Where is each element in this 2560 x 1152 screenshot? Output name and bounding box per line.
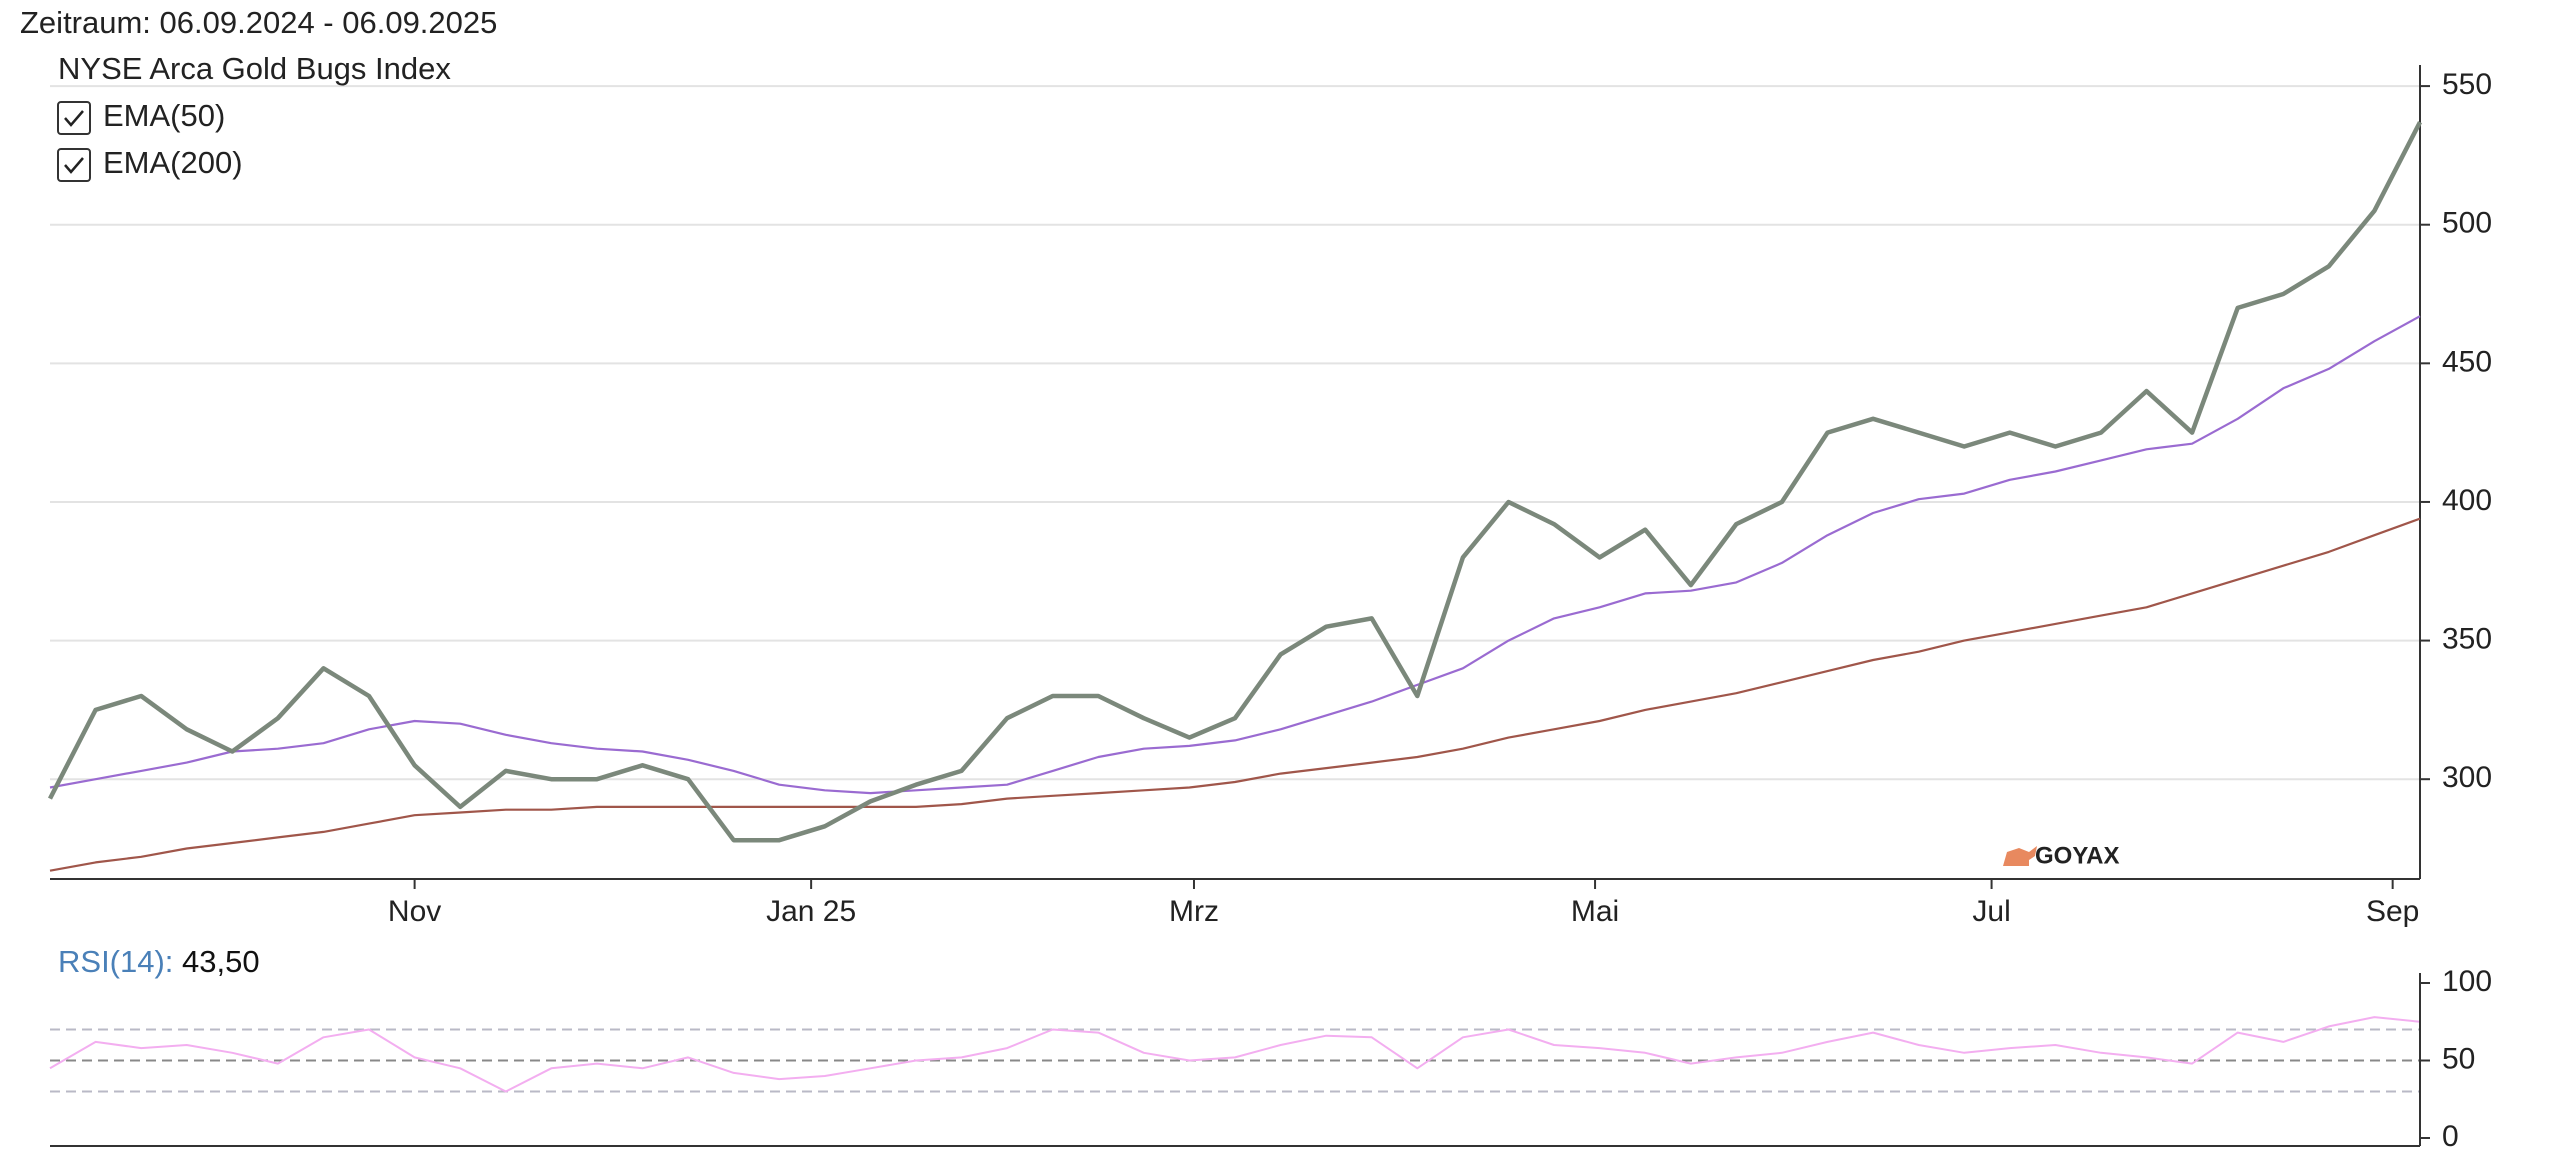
x-tick-label: Jan 25 [766,895,856,928]
legend-label[interactable]: EMA(200) [103,145,243,180]
y-tick-label: 0 [2442,1120,2459,1152]
x-tick-label: Nov [388,895,441,928]
x-tick-label: Jul [1972,895,2010,928]
x-tick-label: Sep [2366,895,2419,928]
x-tick-label: Mrz [1169,895,1219,928]
legend-checkbox[interactable] [57,101,91,135]
y-tick-label: 100 [2442,965,2492,998]
y-tick-label: 350 [2442,622,2492,655]
checkbox[interactable] [57,148,91,182]
legend-label: NYSE Arca Gold Bugs Index [58,51,451,86]
x-tick-label: Mai [1571,895,1619,928]
watermark: GOYAX [2035,842,2119,869]
y-tick-label: 450 [2442,345,2492,378]
period-header: Zeitraum: 06.09.2024 - 06.09.2025 [20,5,497,40]
line [49,315,2421,795]
legend-label[interactable]: EMA(50) [103,98,225,133]
y-tick-label: 300 [2442,761,2492,794]
legend-checkbox[interactable] [57,148,91,182]
checkbox[interactable] [57,101,91,135]
line [49,1016,2421,1093]
y-tick-label: 550 [2442,68,2492,101]
rsi-title: RSI(14): 43,50 [58,944,260,979]
rsi-current: 43,50 [182,944,260,979]
rsi-label: RSI(14): [58,944,173,979]
watermark-logo [2003,846,2037,866]
y-tick-label: 400 [2442,484,2492,517]
checkmark [64,157,84,174]
y-tick-label: 50 [2442,1042,2475,1075]
checkmark [64,110,84,127]
line [47,121,2423,843]
line [49,517,2421,872]
y-tick-label: 500 [2442,207,2492,240]
